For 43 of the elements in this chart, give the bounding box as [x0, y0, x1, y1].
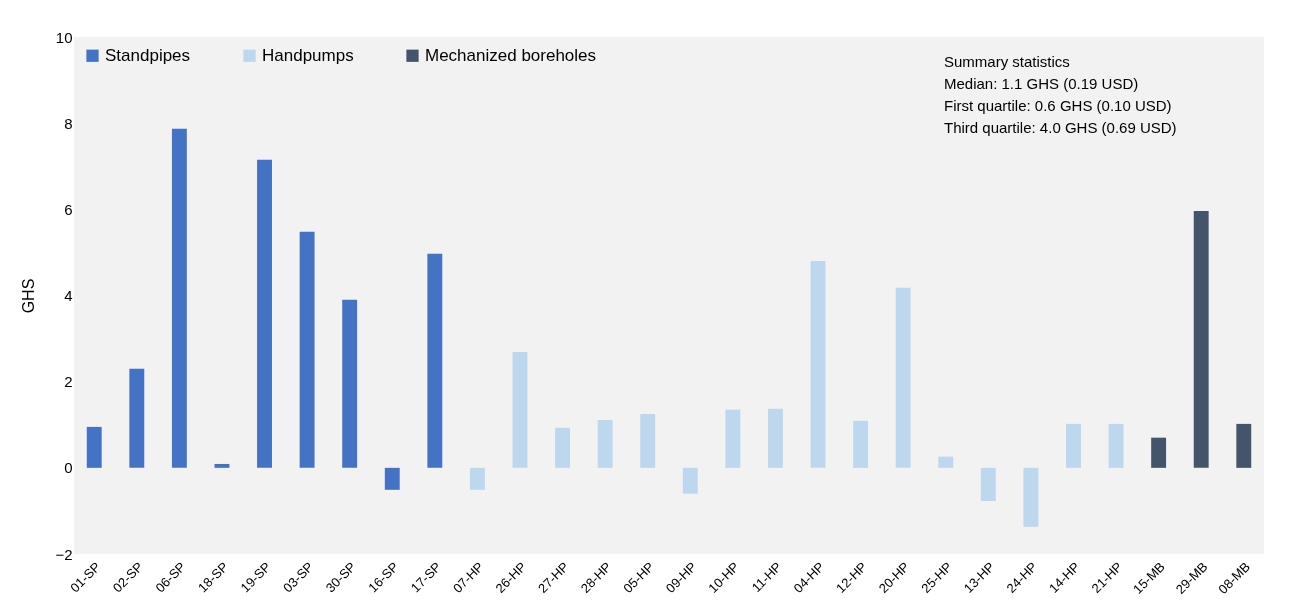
bar: [725, 409, 741, 468]
annotation: Third quartile: 4.0 GHS (0.69 USD): [944, 119, 1177, 136]
bar: [171, 128, 187, 468]
bar: [384, 467, 400, 490]
bar: [469, 467, 485, 490]
annotation: First quartile: 0.6 GHS (0.10 USD): [944, 97, 1172, 114]
bar: [597, 420, 613, 468]
bar: [1023, 467, 1039, 527]
bar: [682, 467, 698, 494]
bar: [1236, 423, 1252, 468]
bar: [895, 287, 911, 468]
bar: [853, 420, 869, 468]
y-axis-title: GHS: [20, 278, 38, 314]
y-tick-label: 0: [64, 459, 73, 477]
y-tick-label: 4: [64, 287, 73, 304]
y-tick-label: 2: [64, 373, 73, 391]
bar: [810, 261, 826, 468]
bar: [86, 426, 102, 468]
annotation: Median: 1.1 GHS (0.19 USD): [944, 75, 1139, 92]
bar: [1151, 437, 1167, 468]
bar: [1108, 423, 1124, 468]
bar: [938, 456, 954, 468]
bar: [257, 159, 272, 468]
bar: [427, 253, 443, 468]
bar: [980, 467, 996, 502]
bar: [214, 463, 230, 468]
bar: [512, 351, 528, 468]
y-tick-label: −2: [55, 545, 73, 563]
bar: [640, 413, 656, 468]
bar: [129, 368, 145, 468]
legend-label: Handpumps: [262, 45, 354, 65]
legend-label: Mechanized boreholes: [425, 45, 597, 65]
y-tick-label: 8: [64, 114, 73, 132]
bar: [342, 299, 358, 468]
bar: [1193, 211, 1209, 468]
bar: [767, 408, 783, 468]
legend-label: Standpipes: [105, 45, 191, 65]
y-tick-label: 6: [64, 200, 73, 218]
y-tick-label: 10: [55, 28, 73, 46]
bar: [1066, 423, 1081, 468]
bar: [299, 231, 315, 468]
annotation: Summary statistics: [944, 53, 1070, 70]
bar: [555, 427, 571, 468]
